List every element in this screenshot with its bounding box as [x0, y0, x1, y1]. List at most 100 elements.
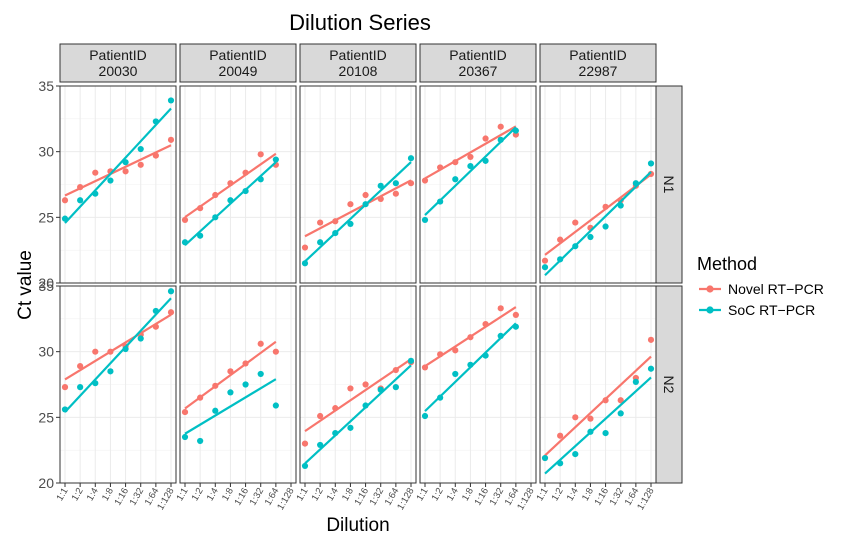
x-tick-label: 1:2 — [550, 486, 566, 503]
panel-border — [539, 85, 657, 284]
point-soc — [181, 433, 189, 441]
point-novel — [77, 184, 84, 191]
point-soc — [512, 127, 519, 134]
point-soc — [242, 381, 249, 388]
x-tick-label: 1:4 — [85, 486, 101, 503]
point-soc — [557, 256, 564, 263]
point-novel — [332, 405, 339, 412]
point-novel — [227, 368, 234, 375]
point-novel — [242, 169, 249, 176]
point-soc — [497, 136, 504, 143]
point-soc — [362, 402, 369, 409]
panel-border — [59, 285, 177, 484]
point-novel — [272, 348, 279, 355]
point-novel — [122, 168, 129, 175]
trend-line-soc — [304, 364, 412, 465]
chart-title: Dilution Series — [289, 10, 431, 35]
point-soc — [647, 160, 655, 167]
point-soc — [61, 215, 69, 222]
x-tick-label: 1:16 — [472, 486, 491, 508]
point-novel — [452, 159, 459, 166]
point-soc — [332, 229, 339, 237]
point-novel — [572, 414, 579, 421]
point-novel — [467, 153, 474, 161]
point-novel — [482, 135, 489, 142]
point-soc — [632, 180, 639, 187]
panel-20030-N2 — [59, 285, 177, 484]
point-novel — [482, 320, 489, 328]
point-soc — [572, 243, 579, 250]
facet-strip-patient-id: 22987 — [579, 63, 618, 79]
point-soc — [467, 361, 474, 368]
x-tick-label: 1:16 — [232, 486, 251, 508]
point-novel — [362, 381, 369, 388]
y-axis-title: Ct value — [15, 250, 36, 320]
trend-line-soc — [184, 161, 277, 246]
legend-key-novel-dot — [706, 285, 714, 293]
point-novel — [407, 180, 415, 187]
point-soc — [317, 239, 324, 246]
point-novel — [197, 394, 204, 401]
point-soc — [512, 323, 519, 330]
facet-strip-patient-id: 20049 — [219, 63, 258, 79]
point-novel — [152, 323, 159, 330]
point-soc — [77, 384, 84, 391]
point-novel — [77, 363, 84, 370]
point-novel — [392, 190, 399, 197]
facet-strip-N2 — [655, 285, 683, 484]
point-novel — [497, 123, 504, 130]
panel-border — [419, 285, 537, 484]
point-soc — [482, 352, 489, 359]
point-novel — [257, 340, 264, 347]
panel-border — [299, 285, 417, 484]
point-novel — [167, 309, 175, 316]
x-tick-label: 1:4 — [325, 486, 341, 503]
point-novel — [197, 205, 204, 212]
point-novel — [347, 385, 354, 392]
x-tick-label: 1:2 — [430, 486, 446, 503]
point-soc — [197, 437, 204, 445]
point-novel — [167, 136, 175, 143]
point-soc — [572, 451, 579, 458]
point-novel — [301, 440, 309, 447]
point-soc — [452, 370, 459, 378]
trend-line-soc — [64, 107, 172, 224]
point-novel — [181, 408, 189, 416]
x-tick-label: 1:2 — [190, 486, 206, 503]
panel-border — [59, 85, 177, 284]
point-novel — [602, 203, 609, 210]
point-novel — [572, 219, 579, 226]
facet-strip-target-label: N2 — [661, 376, 677, 394]
x-axis-title: Dilution — [326, 515, 389, 536]
point-soc — [602, 223, 609, 230]
point-soc — [152, 307, 159, 315]
point-novel — [647, 336, 655, 343]
point-soc — [392, 384, 399, 391]
point-soc — [602, 429, 609, 437]
facet-strip-label: PatientID — [89, 47, 147, 63]
point-novel — [362, 191, 369, 199]
point-novel — [497, 305, 504, 312]
point-novel — [332, 218, 339, 225]
facet-strip-label: PatientID — [209, 47, 267, 63]
point-soc — [122, 159, 129, 166]
point-novel — [92, 169, 99, 176]
facet-panels: PatientID20030PatientID20049PatientID201… — [38, 43, 683, 512]
legend-label-novel: Novel RT−PCR — [728, 281, 824, 297]
point-soc — [107, 368, 114, 375]
point-novel — [61, 384, 69, 391]
point-soc — [227, 389, 234, 396]
panel-22987-N2 — [539, 285, 657, 484]
point-soc — [437, 394, 444, 401]
point-novel — [212, 382, 219, 389]
panel-border — [539, 285, 657, 484]
x-tick-label: 1:32 — [608, 486, 627, 508]
x-tick-label: 1:2 — [310, 486, 326, 503]
x-tick-label: 1:32 — [248, 486, 267, 508]
point-soc — [541, 264, 549, 271]
point-soc — [377, 182, 384, 189]
facet-strip-20049 — [179, 43, 297, 83]
panel-20367-N1 — [419, 85, 537, 284]
point-novel — [61, 197, 69, 204]
